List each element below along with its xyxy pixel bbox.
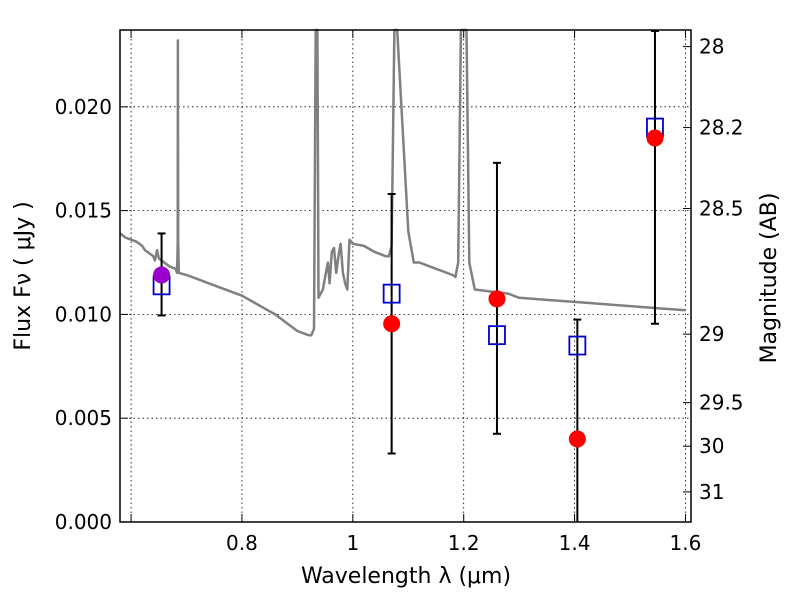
y-tick-label: 0.015 [55,199,112,223]
y2-tick-label: 29.5 [699,391,744,415]
spectrum-line [119,28,686,337]
axis-ticks: 0.8 1 1.2 1.4 1.6 0.000 0.005 0.010 0.015 0.020 28… [55,30,744,555]
x-tick-label: 1.6 [670,531,702,555]
observed-point [568,430,586,448]
y2-tick-label: 29 [699,322,724,346]
y-tick-label: 0.000 [55,510,112,534]
y-tick-label: 0.005 [55,406,112,430]
model-photometry-square [382,283,401,304]
x-tick-label: 1.4 [559,531,591,555]
y-tick-label: 0.010 [55,302,112,326]
observed-point [646,129,664,147]
y-tick-label: 0.020 [55,95,112,119]
x-tick-label: 1 [346,531,359,555]
y2-tick-label: 28.5 [699,197,744,221]
data-markers [152,117,664,448]
observed-point [488,290,506,308]
model-photometry-square [488,325,506,346]
y2-tick-label: 28.2 [699,116,744,140]
model-photometry-square [568,335,587,356]
y2-axis-label: Magnitude (AB) [757,193,782,364]
y-axis-label: Flux Fν ( μJy ) [11,201,36,350]
spectrum-series [119,28,686,337]
y2-tick-label: 30 [699,434,724,458]
y2-tick-label: 31 [699,480,724,504]
y2-tick-label: 28 [699,35,724,59]
observed-point [383,315,401,333]
x-axis-label: Wavelength λ (μm) [301,564,511,589]
x-tick-label: 1.2 [448,531,480,555]
plot-frame [119,29,692,523]
observed-point [153,266,171,284]
x-tick-label: 0.8 [226,531,258,555]
